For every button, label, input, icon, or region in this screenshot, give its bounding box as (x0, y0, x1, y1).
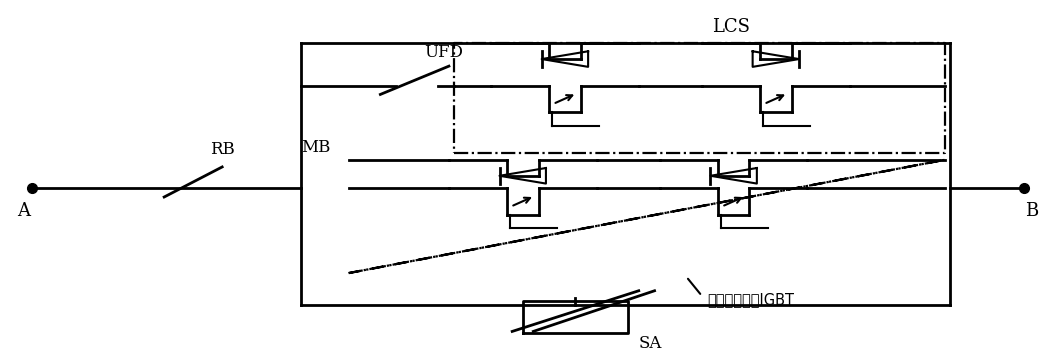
Text: SA: SA (639, 335, 662, 352)
Text: RB: RB (210, 141, 234, 158)
Text: LCS: LCS (712, 18, 750, 36)
Text: B: B (1025, 202, 1039, 220)
Text: MB: MB (301, 139, 331, 156)
Text: A: A (17, 202, 31, 220)
Text: UFD: UFD (425, 44, 464, 61)
Text: 无反向串联的IGBT: 无反向串联的IGBT (708, 292, 794, 307)
